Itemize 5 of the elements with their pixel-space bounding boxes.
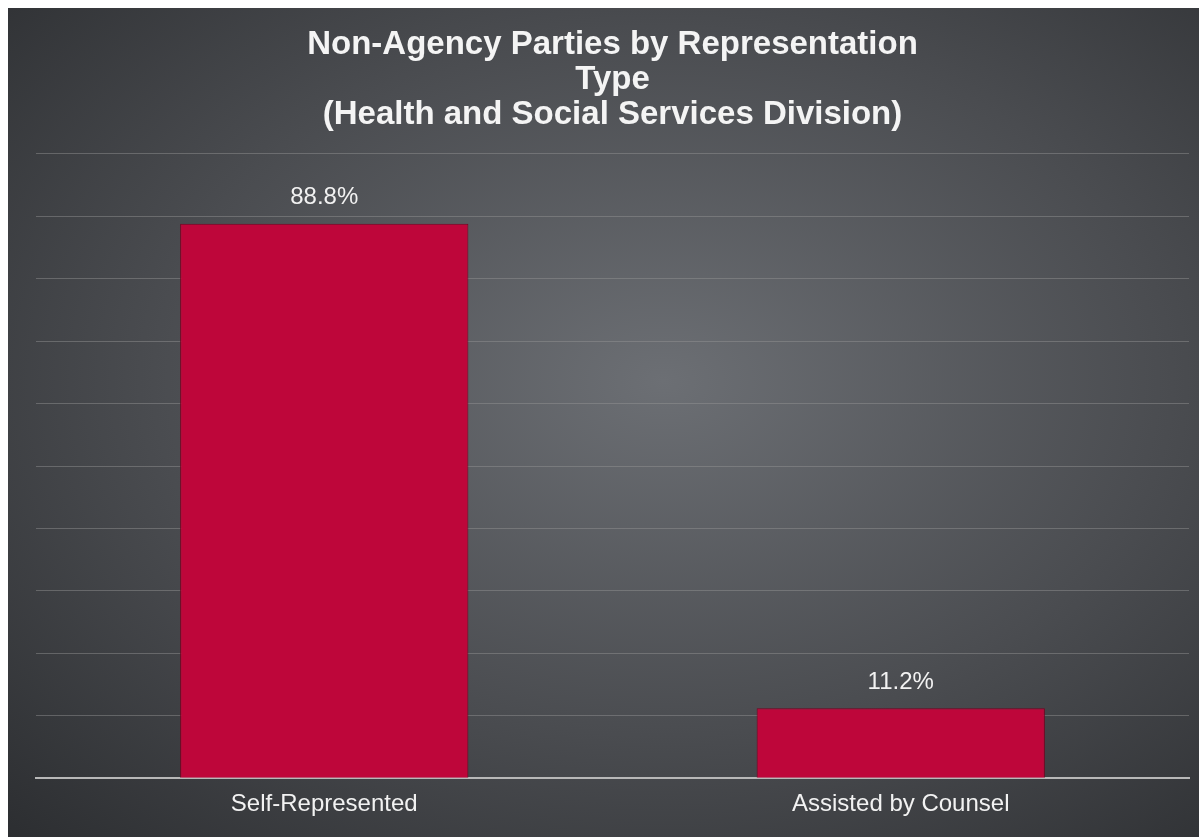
chart-title: Non-Agency Parties by Representation Type (Health and Social Services Division) (307, 24, 918, 131)
x-tick-label: Assisted by Counsel (792, 789, 1010, 817)
data-label: 88.8% (290, 182, 359, 210)
x-tick-label: Self-Represented (230, 789, 418, 817)
data-label: 11.2% (867, 666, 934, 694)
